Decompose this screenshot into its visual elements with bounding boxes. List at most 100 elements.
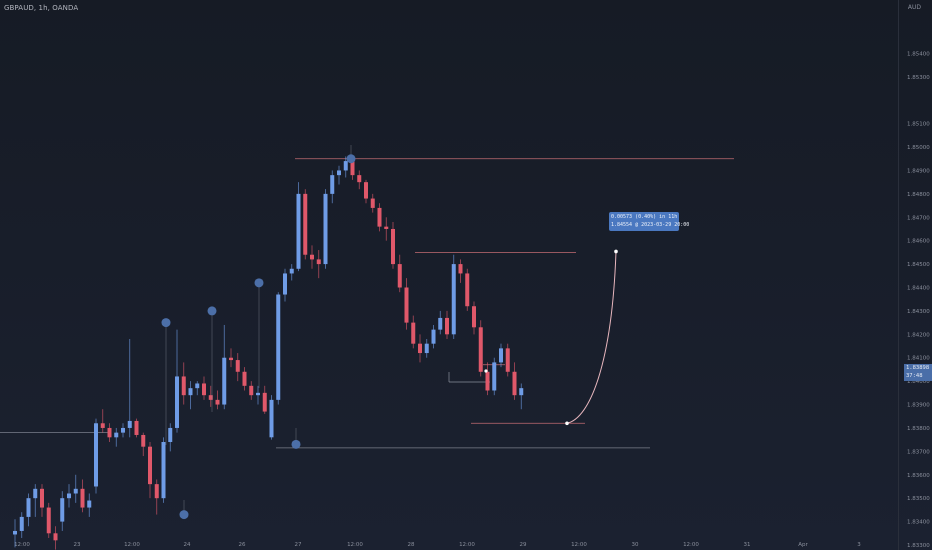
y-tick-label: 1.83900 [907, 403, 930, 409]
candle-body [40, 488, 44, 508]
currency-label: AUD [907, 4, 921, 11]
x-tick-label: 12:00 [459, 542, 475, 548]
candle-body [377, 207, 382, 227]
candle-body [499, 348, 503, 363]
candle-body [141, 434, 146, 447]
candle-body [431, 329, 436, 344]
candle-body [127, 420, 132, 428]
candle-body [310, 254, 314, 260]
bearish-candle [391, 221, 395, 269]
candle-body [19, 516, 24, 531]
candle-body [208, 395, 213, 400]
bearish-candle [235, 353, 240, 382]
bullish-candle [127, 339, 132, 438]
bearish-candle [107, 423, 112, 442]
bearish-candle [370, 193, 375, 213]
swing-marker-dot [207, 306, 217, 316]
bearish-candle [303, 189, 308, 260]
candle-body [411, 322, 416, 344]
candle-body [478, 327, 483, 372]
candle-body [458, 264, 463, 274]
bullish-candle [499, 343, 503, 368]
bullish-candle [256, 385, 260, 405]
candle-body [276, 294, 281, 400]
candle-body [350, 161, 355, 176]
candle-body [505, 348, 510, 372]
bearish-candle [202, 376, 206, 400]
candle-body [134, 420, 139, 435]
candle-body [60, 498, 65, 522]
y-tick-label: 1.84300 [907, 309, 930, 315]
candle-body [418, 343, 422, 354]
bullish-candle [188, 381, 193, 410]
swing-markers [161, 145, 356, 520]
bearish-candle [100, 409, 105, 433]
bullish-candle [26, 493, 31, 527]
bearish-candle [505, 343, 510, 377]
last-price-dot [484, 369, 488, 373]
bearish-candle [46, 502, 51, 538]
candle-body [364, 182, 368, 199]
x-tick-label: 23 [74, 542, 81, 548]
bearish-candle [445, 310, 449, 339]
candle-body [215, 399, 220, 405]
horizontal-levels [0, 158, 734, 449]
candle-body [33, 488, 38, 499]
bullish-candle [492, 357, 497, 396]
x-tick-label: 28 [408, 542, 415, 548]
bullish-candle [269, 395, 274, 440]
bearish-candle [242, 367, 247, 391]
y-tick-label: 1.85000 [907, 145, 930, 151]
y-tick-label: 1.83800 [907, 426, 930, 432]
y-tick-label: 1.85300 [907, 75, 930, 81]
candle-body [404, 287, 409, 323]
bearish-candle [141, 432, 146, 457]
y-axis-ticks: 1.85400 1.85300 1.85100 1.85000 1.84900 1.848… [907, 51, 930, 549]
bullish-candle [168, 423, 173, 452]
candle-body [67, 493, 71, 499]
candle-body [195, 383, 200, 389]
candle-body [424, 343, 429, 354]
x-tick-label: 3 [857, 542, 861, 548]
candle-body [438, 317, 443, 330]
candle-body [46, 507, 51, 534]
swing-marker-dot [179, 510, 189, 520]
candle-body [161, 442, 166, 499]
bullish-candle [94, 418, 98, 494]
bullish-candle [296, 182, 301, 272]
candle-body [397, 264, 402, 288]
bearish-candle [134, 418, 139, 438]
x-tick-label: 12:00 [683, 542, 699, 548]
candle-body [512, 371, 517, 396]
candle-body [330, 175, 335, 194]
candle-body [100, 423, 105, 428]
candle-body [262, 392, 267, 412]
candle-body [519, 388, 524, 396]
candle-body [485, 371, 490, 391]
bullish-candle [323, 189, 328, 269]
candle-body [242, 371, 247, 386]
x-tick-label: 29 [520, 542, 527, 548]
bearish-candle [472, 301, 476, 335]
projection-target: 1.84554 @ 2023-03-29 20:00 [611, 222, 690, 228]
y-tick-label: 1.83500 [907, 496, 930, 502]
bullish-candle [67, 484, 71, 508]
y-tick-label: 1.85100 [907, 122, 930, 128]
x-tick-label: 12:00 [14, 542, 30, 548]
x-tick-label: 24 [184, 542, 191, 548]
projection-label[interactable]: 0.00573 (0.40%) in 11h 1.84554 @ 2023-03… [609, 212, 690, 231]
candle-body [154, 484, 159, 499]
bearish-candle [397, 254, 402, 293]
candle-body [384, 226, 389, 229]
swing-marker-dot [346, 154, 356, 164]
y-tick-label: 1.83400 [907, 520, 930, 526]
bullish-candle [431, 324, 436, 349]
x-tick-label: 26 [239, 542, 246, 548]
bearish-candle [40, 484, 44, 517]
y-tick-label: 1.84700 [907, 215, 930, 221]
candle-body [87, 500, 92, 508]
candles [13, 156, 524, 550]
bearish-candle [465, 268, 470, 311]
bearish-candle [404, 278, 409, 330]
